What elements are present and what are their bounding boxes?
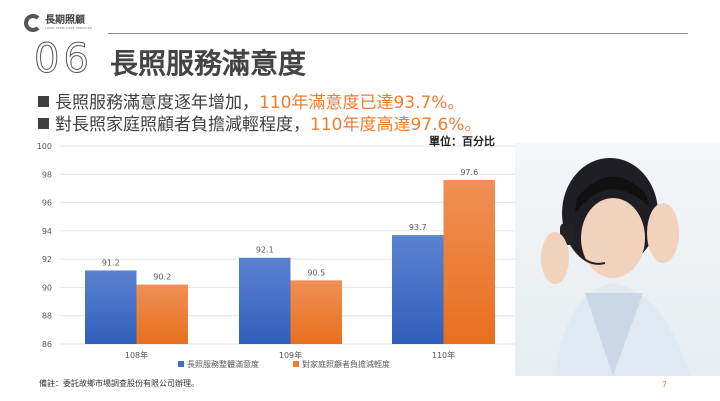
y-tick-label: 94 <box>42 227 52 236</box>
header-divider <box>108 33 688 34</box>
page-number: 7 <box>662 380 668 389</box>
x-tick-label: 109年 <box>279 350 302 360</box>
bullet-highlight: 110年度高達97.6%。 <box>310 115 482 135</box>
bullet-text: 對長照家庭照顧者負擔減輕程度， <box>55 115 310 135</box>
logo-subtext: LONG TERM CARE SERVICES <box>45 26 93 30</box>
y-tick-label: 88 <box>42 312 52 321</box>
logo-text: 長期照顧 <box>45 15 85 26</box>
legend-label: 長照服務整體滿意度 <box>187 359 259 369</box>
legend-swatch <box>293 361 299 367</box>
y-tick-label: 100 <box>37 142 52 151</box>
bar <box>290 280 342 344</box>
data-label: 91.2 <box>102 258 120 267</box>
photo-illustration <box>541 158 690 376</box>
y-tick-label: 90 <box>42 283 52 292</box>
y-tick-label: 86 <box>42 340 52 349</box>
bar-chart: 86 88 90 92 94 96 98 100 91.2 90.2 108年 92.1 90.5 109… <box>37 142 515 369</box>
bar <box>443 179 495 344</box>
y-tick-label: 98 <box>42 170 52 179</box>
data-label: 97.6 <box>460 168 478 177</box>
bullet-highlight: 110年滿意度已達93.7%。 <box>259 93 465 113</box>
bullet-1: 長照服務滿意度逐年增加，110年滿意度已達93.7%。 <box>38 88 464 113</box>
data-label: 90.2 <box>153 273 171 282</box>
data-label: 93.7 <box>409 223 427 232</box>
x-tick-label: 110年 <box>432 350 455 360</box>
legend-swatch <box>178 361 184 367</box>
bar <box>136 284 188 344</box>
unit-label: 單位：百分比 <box>429 135 495 148</box>
bullet-text: 長照服務滿意度逐年增加， <box>55 93 259 113</box>
call-center-photo <box>515 143 720 376</box>
y-tick-label: 92 <box>42 255 52 264</box>
footnote: 備註：委託故鄉市場調查股份有限公司辦理。 <box>39 379 199 388</box>
bar <box>392 235 444 344</box>
y-tick-label: 96 <box>42 199 52 208</box>
data-label: 90.5 <box>307 268 325 277</box>
legend-label: 對家庭照顧者負擔減輕度 <box>302 359 390 369</box>
page-title: 長照服務滿意度 <box>110 47 307 80</box>
x-tick-label: 108年 <box>125 350 148 360</box>
bullet-square-icon <box>38 96 49 107</box>
bullet-square-icon <box>38 118 49 129</box>
bar <box>85 270 137 344</box>
bar <box>239 257 291 344</box>
logo: 長期照顧 LONG TERM CARE SERVICES <box>24 14 92 32</box>
logo-icon <box>24 14 42 32</box>
bullet-2: 對長照家庭照顧者負擔減輕程度，110年度高達97.6%。 <box>38 110 481 135</box>
section-number: 06 <box>34 36 93 83</box>
data-label: 92.1 <box>256 246 274 255</box>
